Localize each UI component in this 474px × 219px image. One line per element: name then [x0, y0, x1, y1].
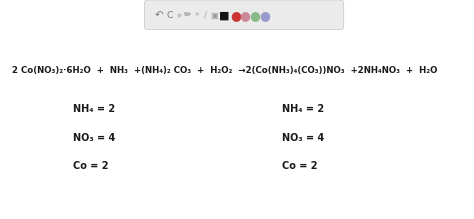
Text: ✏: ✏ — [184, 11, 191, 20]
Text: NO₃ = 4: NO₃ = 4 — [73, 133, 116, 143]
FancyBboxPatch shape — [145, 0, 344, 30]
Text: ▣: ▣ — [210, 11, 218, 20]
Text: Co = 2: Co = 2 — [73, 161, 109, 171]
Text: C: C — [166, 11, 173, 20]
Text: Co = 2: Co = 2 — [282, 161, 318, 171]
Text: ↶: ↶ — [155, 10, 163, 20]
Text: NO₃ = 4: NO₃ = 4 — [282, 133, 324, 143]
Text: ●: ● — [230, 9, 241, 22]
Text: ■: ■ — [219, 10, 229, 20]
Text: ★: ★ — [176, 11, 182, 20]
Text: NH₄ = 2: NH₄ = 2 — [73, 104, 116, 115]
Text: ●: ● — [240, 9, 250, 22]
Text: ●: ● — [259, 9, 270, 22]
Text: /: / — [204, 11, 207, 20]
Text: ✶: ✶ — [193, 11, 200, 20]
Text: 2 Co(NO₃)₂·6H₂O  +  NH₃  +(NH₄)₂ CO₃  +  H₂O₂  →2(Co(NH₃)₄(CO₃))NO₃  +2NH₄NO₃  +: 2 Co(NO₃)₂·6H₂O + NH₃ +(NH₄)₂ CO₃ + H₂O₂… — [12, 65, 437, 75]
Text: ●: ● — [249, 9, 260, 22]
Text: NH₄ = 2: NH₄ = 2 — [282, 104, 324, 115]
